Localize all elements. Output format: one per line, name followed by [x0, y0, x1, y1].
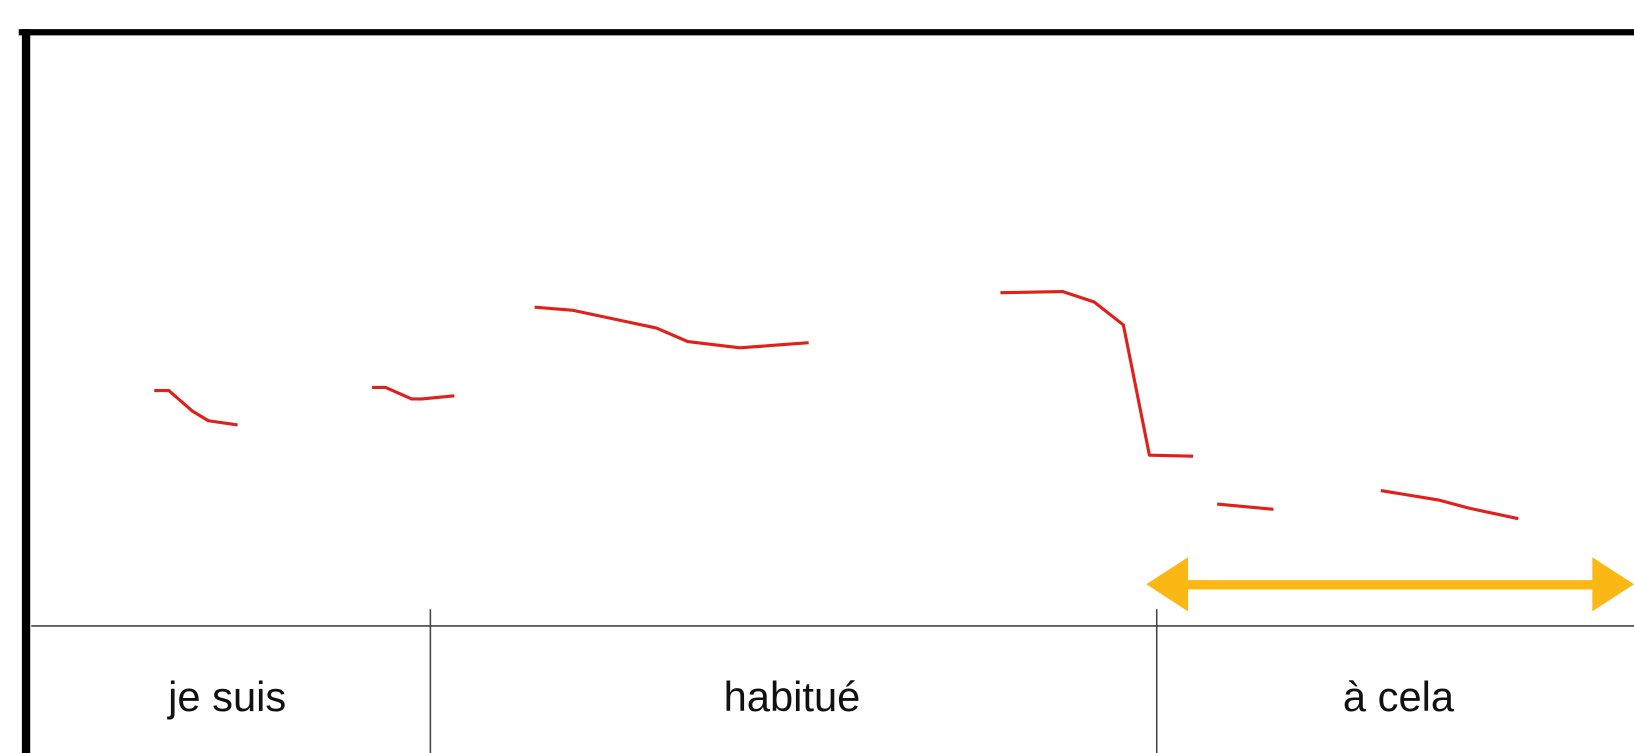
pitch-contours: [154, 290, 1519, 521]
word-label: je suis: [166, 673, 286, 720]
arrow-shaft: [1172, 580, 1600, 590]
pitch-contour: [1380, 489, 1519, 521]
pitch-contour: [1000, 290, 1194, 458]
pitch-contour: [154, 388, 238, 427]
arrow-head: [1146, 557, 1188, 612]
pitch-contour: [372, 385, 455, 401]
pitch-contour: [1217, 502, 1274, 511]
arrow-head: [1592, 557, 1634, 612]
span-arrow: [1146, 557, 1634, 612]
spectrogram: [31, 37, 1634, 605]
pitch-contour: [534, 305, 809, 350]
word-label: habitué: [724, 673, 861, 720]
word-label: à cela: [1343, 673, 1455, 720]
